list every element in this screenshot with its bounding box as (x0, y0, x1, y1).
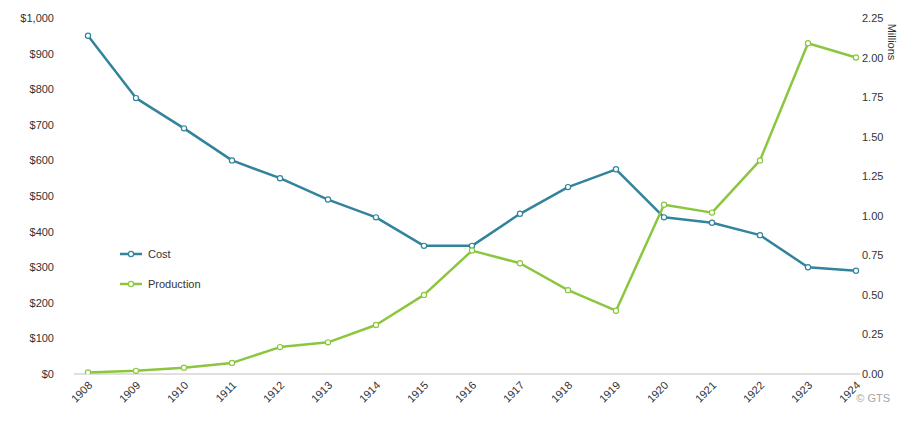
legend: Cost Production (120, 248, 201, 290)
data-point (757, 158, 762, 163)
y2-tick-label: 1.75 (862, 91, 883, 103)
y2-tick-label: 0.25 (862, 328, 883, 340)
x-tick-label: 1917 (501, 379, 527, 405)
y-tick-label: $400 (30, 226, 54, 238)
data-point (373, 322, 378, 327)
data-point (325, 197, 330, 202)
data-point (565, 185, 570, 190)
x-tick-label: 1909 (117, 379, 143, 405)
data-point (277, 176, 282, 181)
x-tick-label: 1910 (165, 379, 191, 405)
x-tick-label: 1911 (213, 379, 238, 404)
y-tick-label: $600 (30, 154, 54, 166)
data-point (85, 370, 90, 374)
data-point (133, 368, 138, 373)
series-line (88, 43, 856, 372)
chart-container: $0 $100 $200 $300 $400 $500 $600 $700 $800 $900 $1… (0, 0, 900, 422)
y-tick-label: $100 (30, 332, 54, 344)
y-tick-label: $700 (30, 119, 54, 131)
y-tick-label: $800 (30, 83, 54, 95)
x-tick-label: 1915 (405, 379, 431, 405)
series-group (85, 33, 858, 374)
data-point (85, 33, 90, 38)
data-point (517, 261, 522, 266)
x-tick-label: 1914 (357, 379, 383, 405)
data-point (421, 292, 426, 297)
y-tick-label: $300 (30, 261, 54, 273)
data-point (277, 345, 282, 350)
legend-marker (128, 281, 133, 286)
data-point (757, 233, 762, 238)
y2-axis-title: Millions (886, 24, 898, 61)
y2-tick-label: 2.25 (862, 12, 883, 24)
x-tick-label: 1921 (693, 379, 719, 405)
x-tick-label: 1923 (789, 379, 815, 405)
x-tick-label: 1919 (597, 379, 623, 405)
data-point (469, 248, 474, 253)
data-point (517, 211, 522, 216)
x-axis: 1908 1909 1910 1911 1912 1913 1914 1915 1916 1917… (69, 374, 863, 405)
data-point (421, 243, 426, 248)
data-point (613, 167, 618, 172)
data-point (853, 55, 858, 60)
data-point (181, 365, 186, 370)
chart-svg: $0 $100 $200 $300 $400 $500 $600 $700 $800 $900 $1… (0, 0, 900, 422)
y-tick-label: $0 (42, 368, 54, 380)
y-tick-label: $200 (30, 297, 54, 309)
y-tick-label: $500 (30, 190, 54, 202)
data-point (373, 215, 378, 220)
annotation: © GTS (856, 392, 890, 404)
x-tick-label: 1913 (309, 379, 335, 405)
data-point (133, 96, 138, 101)
data-point (853, 268, 858, 273)
data-point (229, 360, 234, 365)
data-point (661, 202, 666, 207)
y2-tick-label: 1.50 (862, 131, 883, 143)
y2-tick-label: 1.00 (862, 210, 883, 222)
y-tick-label: $1,000 (20, 12, 54, 24)
x-tick-label: 1912 (261, 379, 287, 405)
x-tick-label: 1916 (453, 379, 479, 405)
data-point (709, 220, 714, 225)
y2-tick-label: 0.75 (862, 249, 883, 261)
data-point (325, 340, 330, 345)
x-tick-label: 1922 (741, 379, 767, 405)
series-line (88, 36, 856, 271)
y-axis: $0 $100 $200 $300 $400 $500 $600 $700 $800 $900 $1… (20, 12, 54, 380)
y-tick-label: $900 (30, 48, 54, 60)
x-axis-line (74, 374, 860, 375)
data-point (181, 126, 186, 131)
data-point (661, 215, 666, 220)
legend-label: Production (148, 278, 201, 290)
data-point (805, 265, 810, 270)
x-tick-label: 1918 (549, 379, 575, 405)
y2-tick-label: 0.50 (862, 289, 883, 301)
data-point (565, 288, 570, 293)
legend-label: Cost (148, 248, 171, 260)
y2-axis: 0.00 0.25 0.50 0.75 1.00 1.25 1.50 1.75 2.00 2.25… (862, 12, 898, 380)
y2-tick-label: 0.00 (862, 368, 883, 380)
data-point (613, 308, 618, 313)
data-point (229, 158, 234, 163)
data-point (709, 210, 714, 215)
x-tick-label: 1908 (69, 379, 95, 405)
legend-marker (128, 251, 133, 256)
data-point (805, 41, 810, 46)
y2-tick-label: 1.25 (862, 170, 883, 182)
y2-tick-label: 2.00 (862, 52, 883, 64)
x-tick-label: 1920 (645, 379, 671, 405)
